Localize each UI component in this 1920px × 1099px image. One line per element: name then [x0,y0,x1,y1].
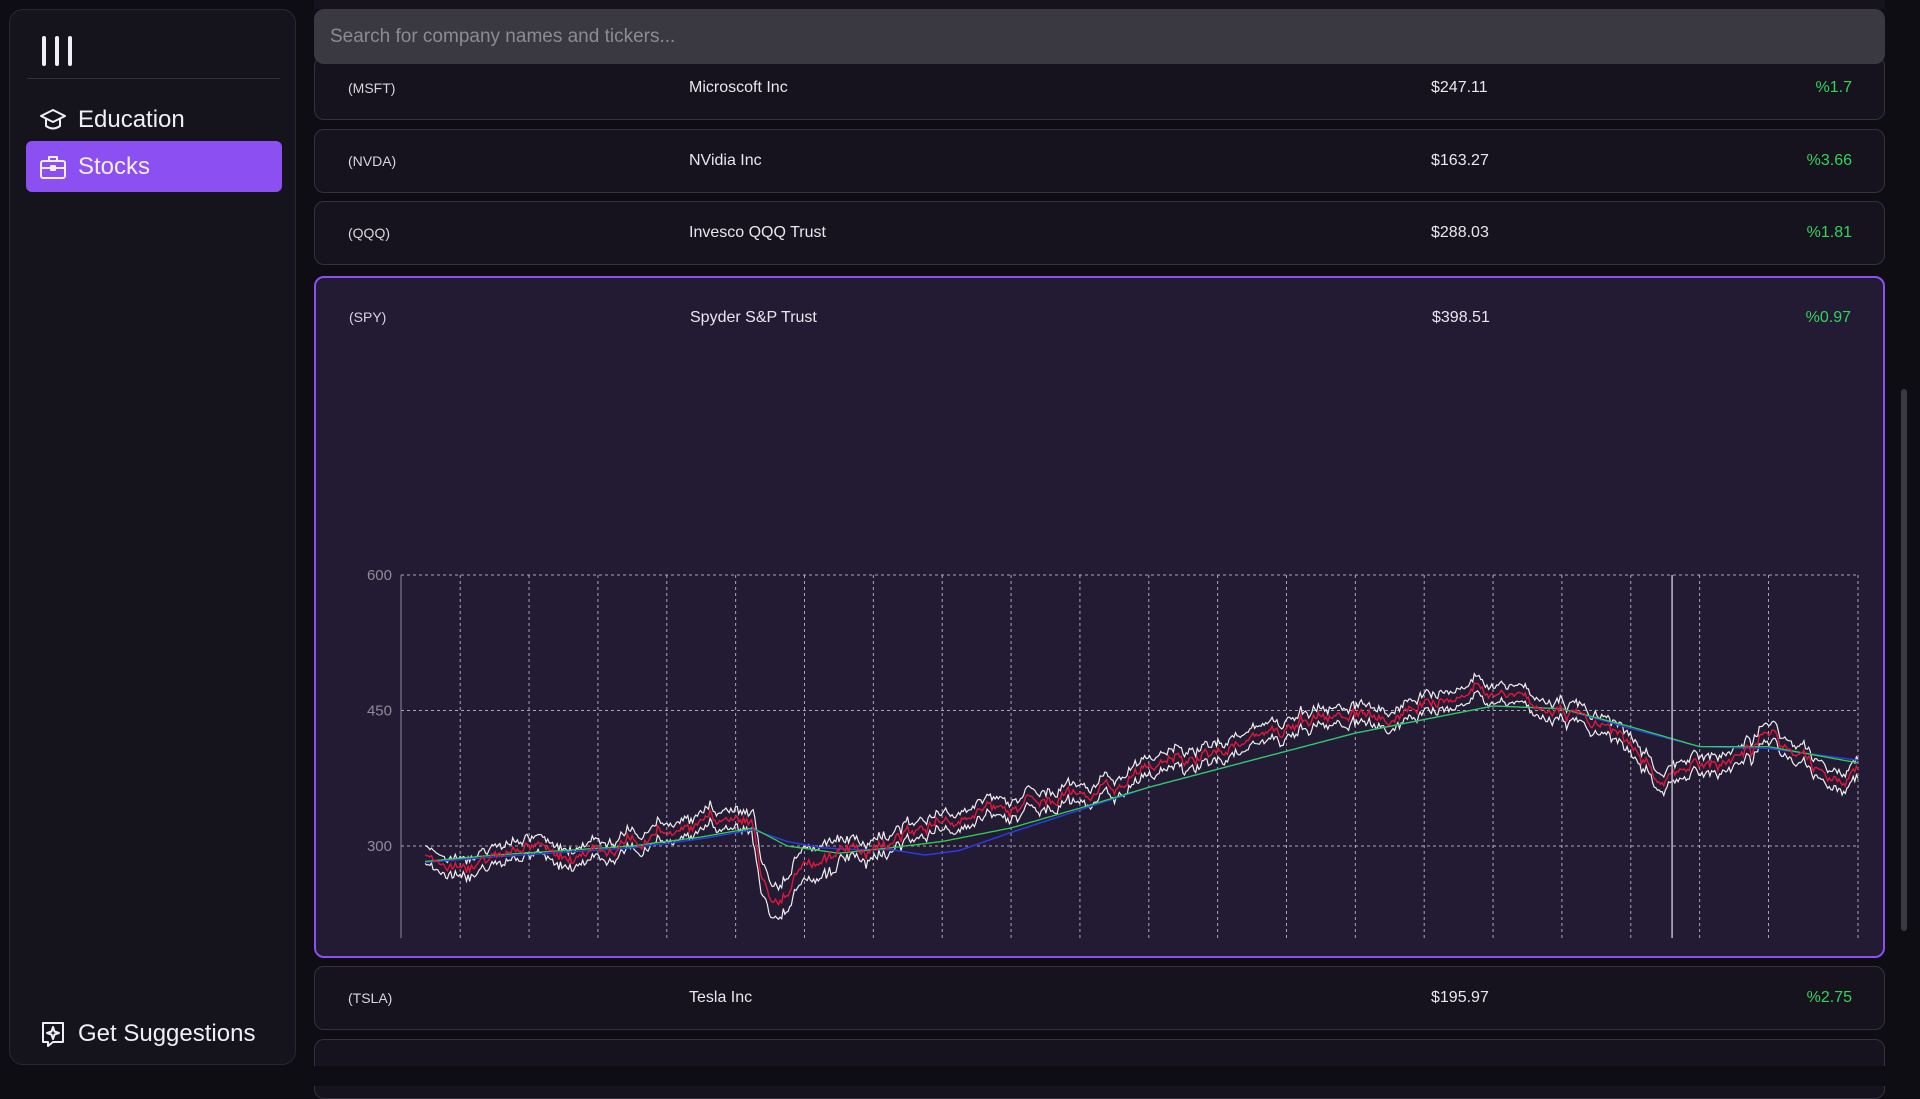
stock-name: Microscoft Inc [689,79,788,96]
graduation-cap-icon [38,105,68,135]
stock-name: Spyder S&P Trust [690,309,817,326]
stock-price: $398.51 [1432,309,1490,326]
y-tick-label: 300 [367,838,392,855]
stock-change: %3.66 [1806,152,1852,169]
previous-row-clipped [314,0,1885,9]
stock-name: Tesla Inc [689,989,753,1006]
stock-ticker: (MSFT) [348,80,396,96]
sidebar-item-label: Stocks [78,152,151,180]
stock-name: Invesco QQQ Trust [689,224,826,241]
price-chart[interactable]: 0150300450600Jun '19Aug '19Oct '19Dec '1… [316,338,1883,938]
stock-row-msft[interactable]: (MSFT) Microscoft Inc $247.11 %1.7 [314,56,1885,120]
scrollbar-thumb[interactable] [1901,389,1907,931]
stock-price: $288.03 [1431,224,1489,241]
stock-change: %1.7 [1815,79,1852,96]
sidebar-item-stocks[interactable]: Stocks [26,141,282,192]
sidebar-item-label: Education [78,105,185,133]
chart-series [424,672,1859,921]
get-suggestions-button[interactable]: Get Suggestions [26,1008,282,1059]
y-tick-label: 600 [367,567,392,584]
search-input[interactable] [314,9,1885,64]
sidebar-item-education[interactable]: Education [26,94,282,145]
sparkle-icon [38,1019,68,1049]
stock-change: %2.75 [1806,989,1852,1006]
stock-ticker: (NVDA) [348,153,397,169]
stock-ticker: (QQQ) [348,225,390,241]
stock-name: NVidia Inc [689,152,762,169]
y-tick-label: 450 [367,703,392,720]
stock-price: $195.97 [1431,989,1489,1006]
stock-row-tsla[interactable]: (TSLA) Tesla Inc $195.97 %2.75 [314,966,1885,1030]
series-upperband [424,672,1859,892]
menu-toggle-icon[interactable] [32,32,72,72]
stock-price: $247.11 [1431,79,1488,96]
sidebar-divider [27,78,280,79]
series-lowerband [424,689,1859,921]
series-close [424,682,1859,907]
sidebar-item-label: Get Suggestions [78,1019,256,1047]
chart-axes: 0150300450600Jun '19Aug '19Oct '19Dec '1… [367,567,1673,938]
series-ema [425,705,1859,863]
stock-change: %1.81 [1806,224,1852,241]
stock-row-spy-expanded[interactable]: (SPY) Spyder S&P Trust $398.51 %0.97 015… [314,276,1885,958]
sidebar: Education Stocks Get Suggestions [9,9,296,1065]
stock-row-qqq[interactable]: (QQQ) Invesco QQQ Trust $288.03 %1.81 [314,201,1885,265]
stock-row-nvda[interactable]: (NVDA) NVidia Inc $163.27 %3.66 [314,129,1885,193]
viewport-bottom-edge [300,1066,1920,1086]
briefcase-icon [38,152,68,182]
stock-ticker: (SPY) [349,309,387,325]
stock-change: %0.97 [1805,309,1851,326]
stock-ticker: (TSLA) [348,990,393,1006]
stock-price: $163.27 [1431,152,1489,169]
